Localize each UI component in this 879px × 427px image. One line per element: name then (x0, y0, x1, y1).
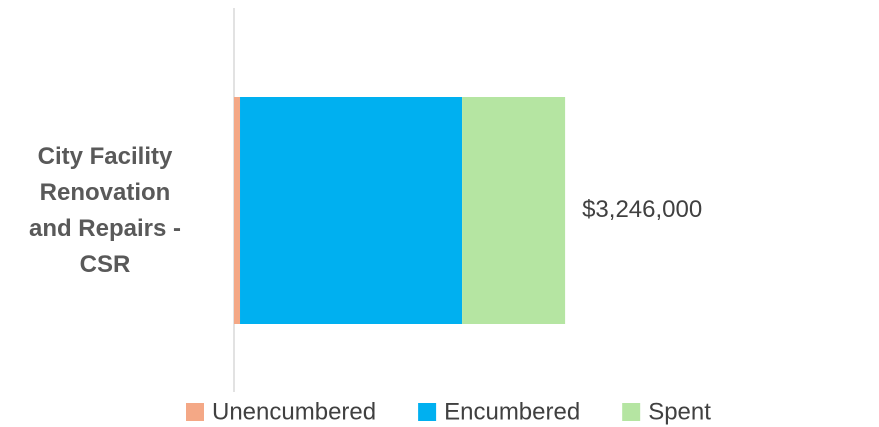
legend-label: Encumbered (444, 398, 580, 425)
legend-label: Unencumbered (212, 398, 376, 425)
bar-segment (462, 97, 566, 324)
legend-label: Spent (648, 398, 711, 425)
bar-segment (234, 97, 241, 324)
bar-segment (240, 97, 463, 324)
legend-swatch (418, 403, 437, 421)
category-label: City Facility Renovation and Repairs - C… (28, 142, 182, 278)
total-label: $3,246,000 (582, 196, 702, 223)
legend-swatch (186, 403, 204, 421)
legend-swatch (622, 403, 641, 421)
